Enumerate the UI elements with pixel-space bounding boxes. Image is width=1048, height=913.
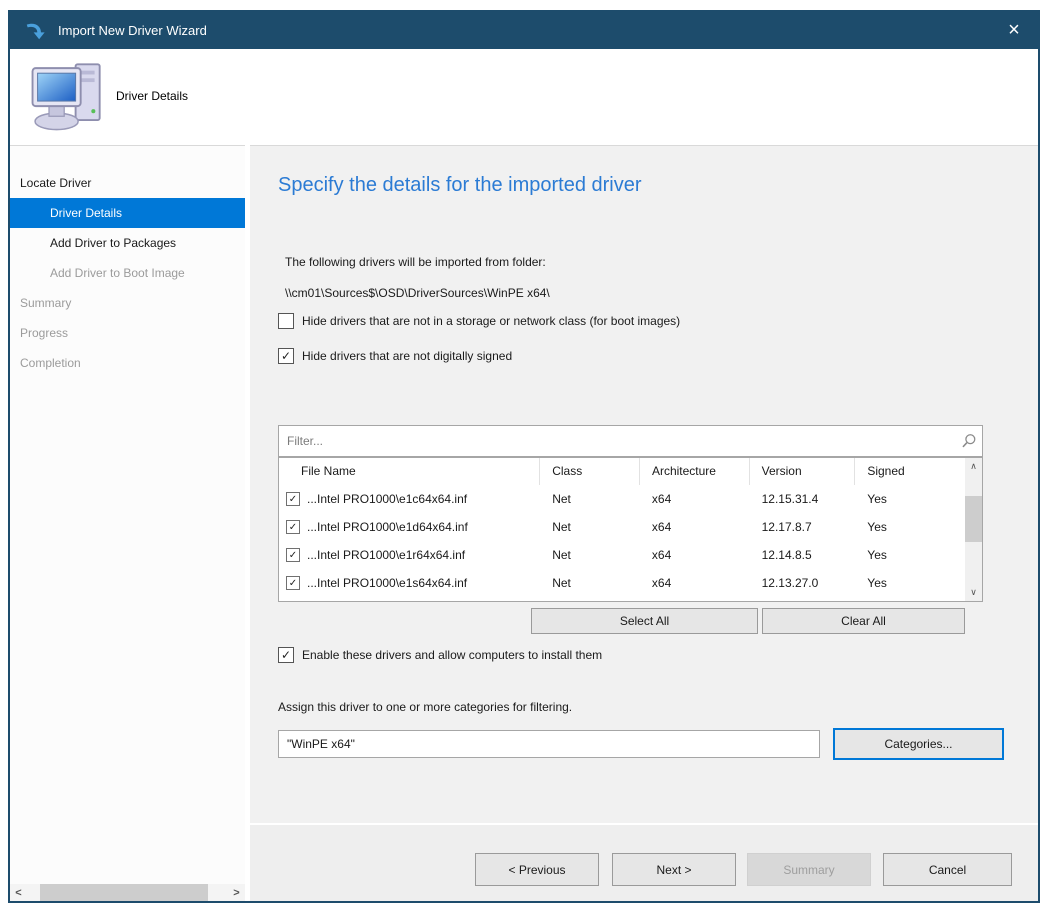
row-checkbox[interactable]: ✓ bbox=[286, 576, 300, 590]
sidebar-item-summary[interactable]: Summary bbox=[20, 296, 72, 310]
computer-icon bbox=[31, 63, 101, 131]
select-all-button[interactable]: Select All bbox=[531, 608, 758, 634]
sidebar-item-driver-details[interactable]: Driver Details bbox=[10, 198, 245, 228]
cancel-button[interactable]: Cancel bbox=[883, 853, 1012, 886]
filter-field-wrap bbox=[278, 425, 983, 457]
search-icon bbox=[956, 433, 982, 449]
footer-divider bbox=[250, 823, 1038, 825]
categories-input[interactable] bbox=[278, 730, 820, 758]
table-row[interactable]: ✓ ...Intel PRO1000\e1r64x64.inf Net x64 1… bbox=[279, 541, 965, 569]
cell-file-name: ...Intel PRO1000\e1c64x64.inf bbox=[307, 492, 468, 506]
column-header-version[interactable]: Version bbox=[750, 458, 856, 485]
sidebar-item-add-driver-boot-image[interactable]: Add Driver to Boot Image bbox=[50, 266, 185, 280]
scrollbar-track[interactable] bbox=[27, 884, 228, 901]
scrollbar-thumb[interactable] bbox=[965, 496, 982, 542]
wizard-window: Import New Driver Wizard × Driver Detail… bbox=[8, 10, 1040, 903]
cell-signed: Yes bbox=[867, 520, 887, 534]
cell-version: 12.17.8.7 bbox=[761, 520, 812, 534]
hide-unsigned-checkbox[interactable]: ✓ bbox=[278, 348, 294, 364]
enable-drivers-checkbox-row: ✓ Enable these drivers and allow compute… bbox=[278, 647, 602, 663]
categories-button[interactable]: Categories... bbox=[833, 728, 1004, 760]
cell-architecture: x64 bbox=[651, 520, 672, 534]
cell-class: Net bbox=[552, 548, 571, 562]
cell-class: Net bbox=[552, 520, 571, 534]
wizard-arrow-icon bbox=[26, 23, 45, 39]
row-checkbox[interactable]: ✓ bbox=[286, 520, 300, 534]
window-title: Import New Driver Wizard bbox=[58, 23, 207, 38]
scroll-left-icon[interactable]: < bbox=[15, 886, 22, 899]
cell-file-name: ...Intel PRO1000\e1s64x64.inf bbox=[307, 576, 468, 590]
sidebar-item-progress[interactable]: Progress bbox=[20, 326, 69, 340]
cell-architecture: x64 bbox=[651, 548, 672, 562]
cell-class: Net bbox=[552, 576, 571, 590]
table-header-row: File Name Class Architecture Version Sig… bbox=[279, 458, 965, 485]
table-row[interactable]: ✓ ...Intel PRO1000\e1c64x64.inf Net x64 1… bbox=[279, 485, 965, 513]
sidebar-item-add-driver-packages[interactable]: Add Driver to Packages bbox=[50, 236, 177, 250]
wizard-steps-sidebar: Locate Driver Driver Details Add Driver … bbox=[10, 145, 245, 901]
previous-button[interactable]: < Previous bbox=[475, 853, 599, 886]
cell-signed: Yes bbox=[867, 492, 887, 506]
hide-storage-network-checkbox[interactable] bbox=[278, 313, 294, 329]
cell-version: 12.13.27.0 bbox=[761, 576, 819, 590]
cell-class: Net bbox=[552, 492, 571, 506]
scrollbar-thumb[interactable] bbox=[40, 884, 208, 901]
hide-storage-network-checkbox-row: Hide drivers that are not in a storage o… bbox=[278, 313, 680, 329]
table-row[interactable]: ✓ ...Intel PRO1000\e1d64x64.inf Net x64 1… bbox=[279, 513, 965, 541]
summary-button: Summary bbox=[747, 853, 871, 886]
cell-version: 12.14.8.5 bbox=[761, 548, 812, 562]
title-bar: Import New Driver Wizard × bbox=[10, 12, 1038, 49]
cell-signed: Yes bbox=[867, 548, 887, 562]
column-header-class[interactable]: Class bbox=[540, 458, 640, 485]
cell-file-name: ...Intel PRO1000\e1r64x64.inf bbox=[307, 548, 466, 562]
scroll-up-icon[interactable]: ∧ bbox=[970, 461, 977, 471]
scroll-right-icon[interactable]: > bbox=[233, 886, 240, 899]
close-icon[interactable]: × bbox=[1008, 19, 1020, 41]
table-row[interactable]: ✓ ...Intel PRO1000\e1s64x64.inf Net x64 1… bbox=[279, 569, 965, 597]
wizard-content-pane: Specify the details for the imported dri… bbox=[250, 145, 1038, 901]
page-step-title: Driver Details bbox=[116, 89, 189, 103]
column-header-file-name[interactable]: File Name bbox=[279, 458, 541, 485]
cell-version: 12.15.31.4 bbox=[761, 492, 819, 506]
wizard-footer: < Previous Next > Summary Cancel bbox=[250, 825, 1038, 901]
row-checkbox[interactable]: ✓ bbox=[286, 548, 300, 562]
clear-all-button[interactable]: Clear All bbox=[762, 608, 965, 634]
cell-file-name: ...Intel PRO1000\e1d64x64.inf bbox=[307, 520, 468, 534]
cell-architecture: x64 bbox=[651, 492, 672, 506]
driver-table: File Name Class Architecture Version Sig… bbox=[278, 457, 983, 602]
sidebar-horizontal-scrollbar[interactable]: < > bbox=[10, 884, 245, 901]
table-vertical-scrollbar[interactable]: ∧ ∨ bbox=[965, 458, 982, 601]
next-button[interactable]: Next > bbox=[612, 853, 736, 886]
assign-categories-label: Assign this driver to one or more catego… bbox=[278, 700, 573, 714]
filter-input[interactable] bbox=[279, 434, 956, 448]
column-header-architecture[interactable]: Architecture bbox=[640, 458, 750, 485]
cell-architecture: x64 bbox=[651, 576, 672, 590]
scroll-down-icon[interactable]: ∨ bbox=[970, 587, 977, 597]
page-title: Specify the details for the imported dri… bbox=[278, 174, 642, 196]
enable-drivers-label: Enable these drivers and allow computers… bbox=[302, 648, 603, 662]
step-list: Locate Driver Driver Details Add Driver … bbox=[10, 168, 245, 378]
folder-path-text: \\cm01\Sources$\OSD\DriverSources\WinPE … bbox=[285, 286, 550, 300]
wizard-header: Driver Details bbox=[10, 49, 1038, 145]
sidebar-item-completion[interactable]: Completion bbox=[20, 356, 81, 370]
cell-signed: Yes bbox=[867, 576, 887, 590]
hide-unsigned-checkbox-row: ✓ Hide drivers that are not digitally si… bbox=[278, 348, 512, 364]
enable-drivers-checkbox[interactable]: ✓ bbox=[278, 647, 294, 663]
folder-intro-text: The following drivers will be imported f… bbox=[285, 255, 546, 269]
hide-storage-network-label: Hide drivers that are not in a storage o… bbox=[302, 314, 681, 328]
hide-unsigned-label: Hide drivers that are not digitally sign… bbox=[302, 349, 513, 363]
row-checkbox[interactable]: ✓ bbox=[286, 492, 300, 506]
column-header-signed[interactable]: Signed bbox=[867, 464, 905, 478]
sidebar-item-locate-driver[interactable]: Locate Driver bbox=[20, 176, 92, 190]
